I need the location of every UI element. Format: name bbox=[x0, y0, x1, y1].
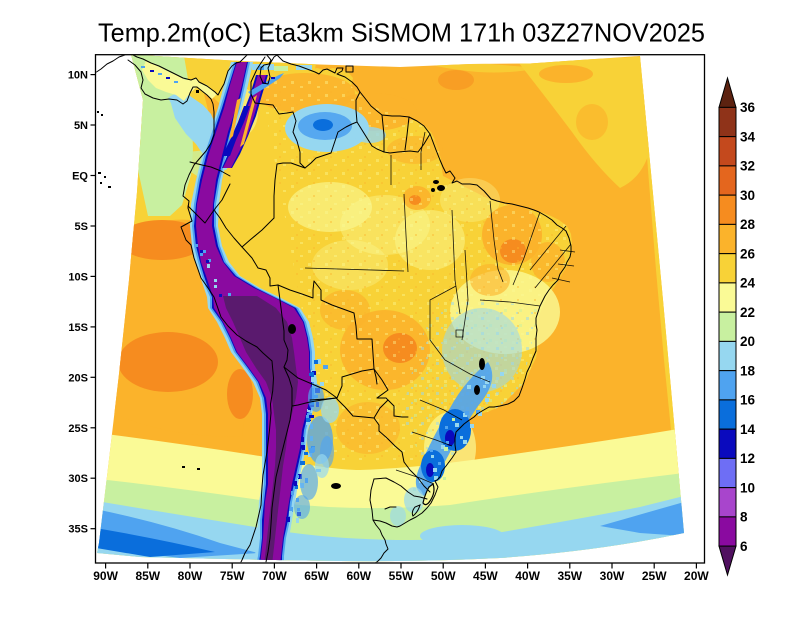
svg-text:5S: 5S bbox=[75, 221, 88, 233]
svg-text:70W: 70W bbox=[262, 569, 287, 583]
svg-text:30: 30 bbox=[740, 188, 755, 203]
svg-text:Temp.2m(oC) Eta3km SiSMOM 171h: Temp.2m(oC) Eta3km SiSMOM 171h 03Z27NOV2… bbox=[98, 18, 705, 48]
svg-text:85W: 85W bbox=[135, 569, 160, 583]
svg-text:20: 20 bbox=[740, 334, 755, 349]
svg-text:20S: 20S bbox=[68, 372, 88, 384]
svg-text:65W: 65W bbox=[304, 569, 329, 583]
svg-text:20W: 20W bbox=[684, 569, 709, 583]
svg-text:50W: 50W bbox=[431, 569, 456, 583]
svg-text:EQ: EQ bbox=[72, 171, 88, 183]
svg-text:55W: 55W bbox=[389, 569, 414, 583]
svg-text:22: 22 bbox=[740, 305, 755, 320]
svg-text:30W: 30W bbox=[600, 569, 625, 583]
svg-text:25W: 25W bbox=[642, 569, 667, 583]
svg-text:36: 36 bbox=[740, 100, 756, 115]
svg-text:10S: 10S bbox=[68, 271, 88, 283]
svg-text:14: 14 bbox=[740, 422, 756, 437]
svg-text:16: 16 bbox=[740, 393, 756, 408]
svg-text:12: 12 bbox=[740, 451, 755, 466]
svg-text:80W: 80W bbox=[178, 569, 203, 583]
svg-text:45W: 45W bbox=[473, 569, 498, 583]
svg-text:32: 32 bbox=[740, 159, 755, 174]
svg-text:10N: 10N bbox=[68, 70, 88, 82]
svg-text:6: 6 bbox=[740, 539, 748, 554]
svg-text:5N: 5N bbox=[74, 120, 88, 132]
svg-text:40W: 40W bbox=[515, 569, 540, 583]
svg-text:30S: 30S bbox=[68, 473, 88, 485]
svg-text:75W: 75W bbox=[220, 569, 245, 583]
svg-text:25S: 25S bbox=[68, 423, 88, 435]
svg-text:26: 26 bbox=[740, 246, 756, 261]
svg-text:35S: 35S bbox=[68, 524, 88, 536]
svg-text:18: 18 bbox=[740, 363, 756, 378]
svg-text:60W: 60W bbox=[346, 569, 371, 583]
svg-text:24: 24 bbox=[740, 276, 756, 291]
svg-text:35W: 35W bbox=[557, 569, 582, 583]
svg-text:8: 8 bbox=[740, 510, 748, 525]
svg-text:15S: 15S bbox=[68, 322, 88, 334]
svg-text:34: 34 bbox=[740, 129, 756, 144]
svg-text:28: 28 bbox=[740, 217, 756, 232]
svg-text:10: 10 bbox=[740, 480, 755, 495]
svg-text:90W: 90W bbox=[93, 569, 118, 583]
